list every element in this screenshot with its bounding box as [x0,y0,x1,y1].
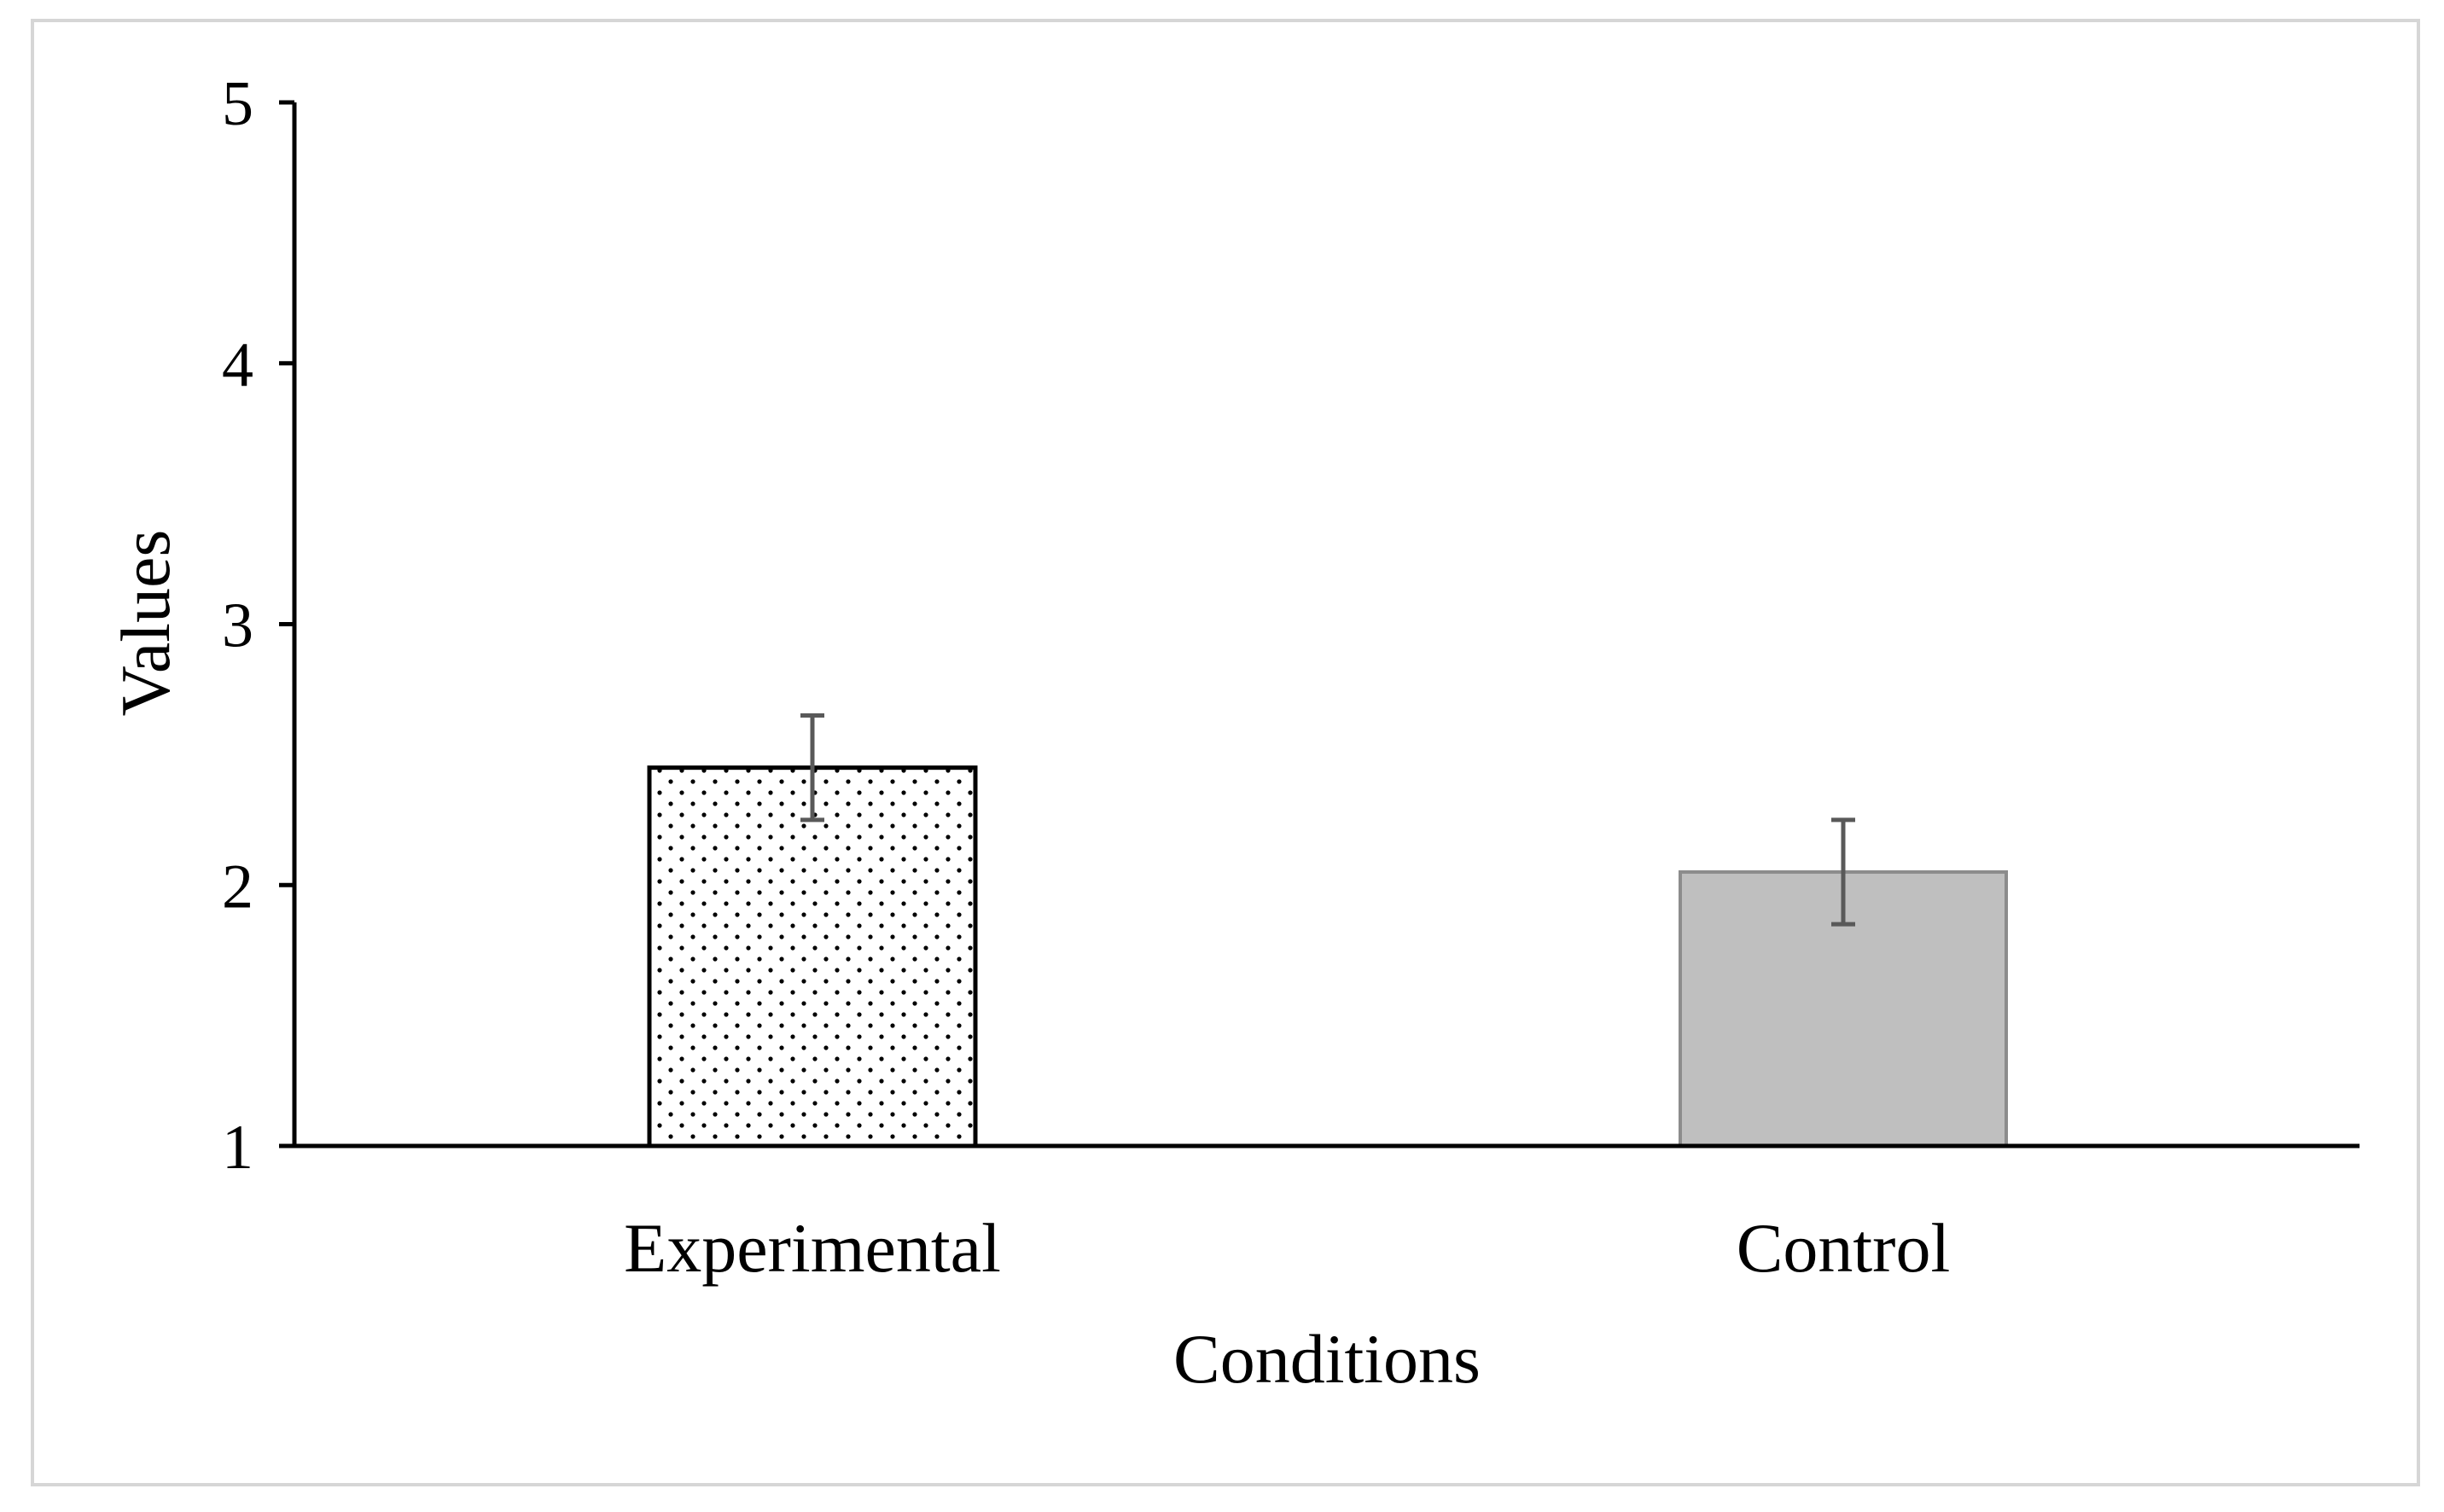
chart-frame [31,19,2420,1486]
bar-experimental [647,765,978,1149]
y-axis-title: Values [107,530,184,717]
x-category-label-experimental: Experimental [624,1209,1001,1287]
y-tick-label: 1 [222,1113,253,1183]
y-tick-label: 3 [222,591,253,661]
x-axis-title: Conditions [1173,1320,1481,1398]
x-category-label-control: Control [1737,1209,1951,1287]
y-tick-label: 2 [222,852,253,922]
error-bar-experimental [800,713,824,823]
error-bar-control [1831,817,1855,927]
y-tick-label: 5 [222,69,253,139]
y-tick-label: 4 [222,330,253,400]
